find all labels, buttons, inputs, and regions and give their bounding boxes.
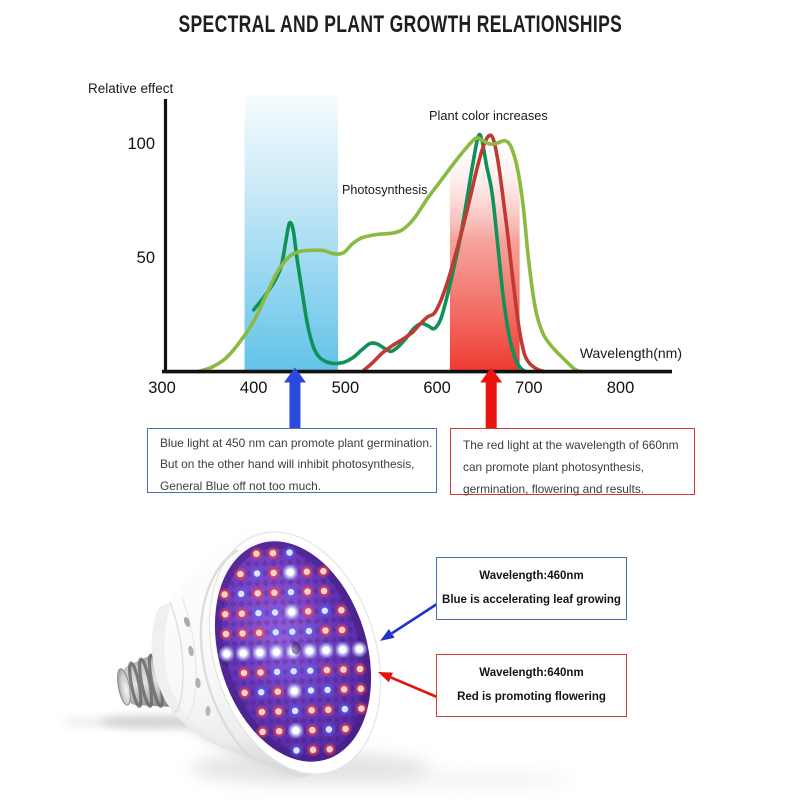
x-tick-600: 600 [423,379,451,397]
callout-arrow-head [378,672,393,683]
bulb-neck [151,603,183,714]
led-array [217,544,369,759]
callout-arrow-line [390,676,438,699]
y-tick-100: 100 [127,135,155,153]
grow-light-bulb-photo [62,528,570,790]
red-info-line-2: can promote plant photosynthesis, [463,460,645,475]
blue-led-callout-box: Wavelength:460nm Blue is accelerating le… [436,557,627,620]
blue-info-line-1: Blue light at 450 nm can promote plant g… [160,436,433,450]
y-axis-label: Relative effect [88,81,174,96]
blue-light-band [244,95,339,370]
x-tick-500: 500 [332,379,360,397]
blue-callout-subtitle: Blue is accelerating leaf growing [442,593,621,606]
callout-arrow-head [380,629,395,641]
bulb-face [199,531,382,775]
wavelength-marker-arrows [283,367,503,428]
curve-dark-green-curve [251,132,527,374]
x-tick-labels: 300 400 500 600 700 800 [148,379,634,397]
blue-info-line-3: General Blue off not too much. [160,478,322,493]
red-callout-title: Wavelength:640nm [479,667,584,679]
axes [162,99,672,374]
panel-center-logo [291,641,301,655]
blue-arrow-marker [283,367,306,428]
y-tick-50: 50 [137,249,155,267]
x-tick-800: 800 [607,379,635,397]
curve-photosynthesis [196,136,583,374]
blue-info-line-2: But on the other hand will inhibit photo… [160,457,415,472]
x-tick-700: 700 [515,379,543,397]
plant-color-label: Plant color increases [429,108,548,123]
red-arrow-marker [480,367,503,428]
red-callout-subtitle: Red is promoting flowering [457,690,606,703]
page-title: SPECTRAL AND PLANT GROWTH RELATIONSHIPS [0,11,800,39]
x-tick-300: 300 [148,379,176,397]
curve-dark-red-curve [361,133,546,374]
red-info-line-3: germination, flowering and results. [463,482,645,497]
x-tick-400: 400 [240,379,268,397]
spectral-curves [196,132,583,374]
red-info-line-1: The red light at the wavelength of 660nm [463,438,679,452]
spectral-chart: Relative effect Wavelength(nm) 100 50 30… [88,81,682,428]
x-axis-label: Wavelength(nm) [580,345,682,361]
blue-callout-title: Wavelength:460nm [479,570,584,582]
blue-light-info-box: Blue light at 450 nm can promote plant g… [147,428,437,493]
photosynthesis-label: Photosynthesis [342,183,427,197]
callout-arrows [378,602,438,699]
red-led-callout-box: Wavelength:640nm Red is promoting flower… [436,654,627,717]
red-light-info-box: The red light at the wavelength of 660nm… [450,428,695,496]
page-title-text: SPECTRAL AND PLANT GROWTH RELATIONSHIPS [178,11,622,38]
callout-arrow-line [391,602,438,635]
